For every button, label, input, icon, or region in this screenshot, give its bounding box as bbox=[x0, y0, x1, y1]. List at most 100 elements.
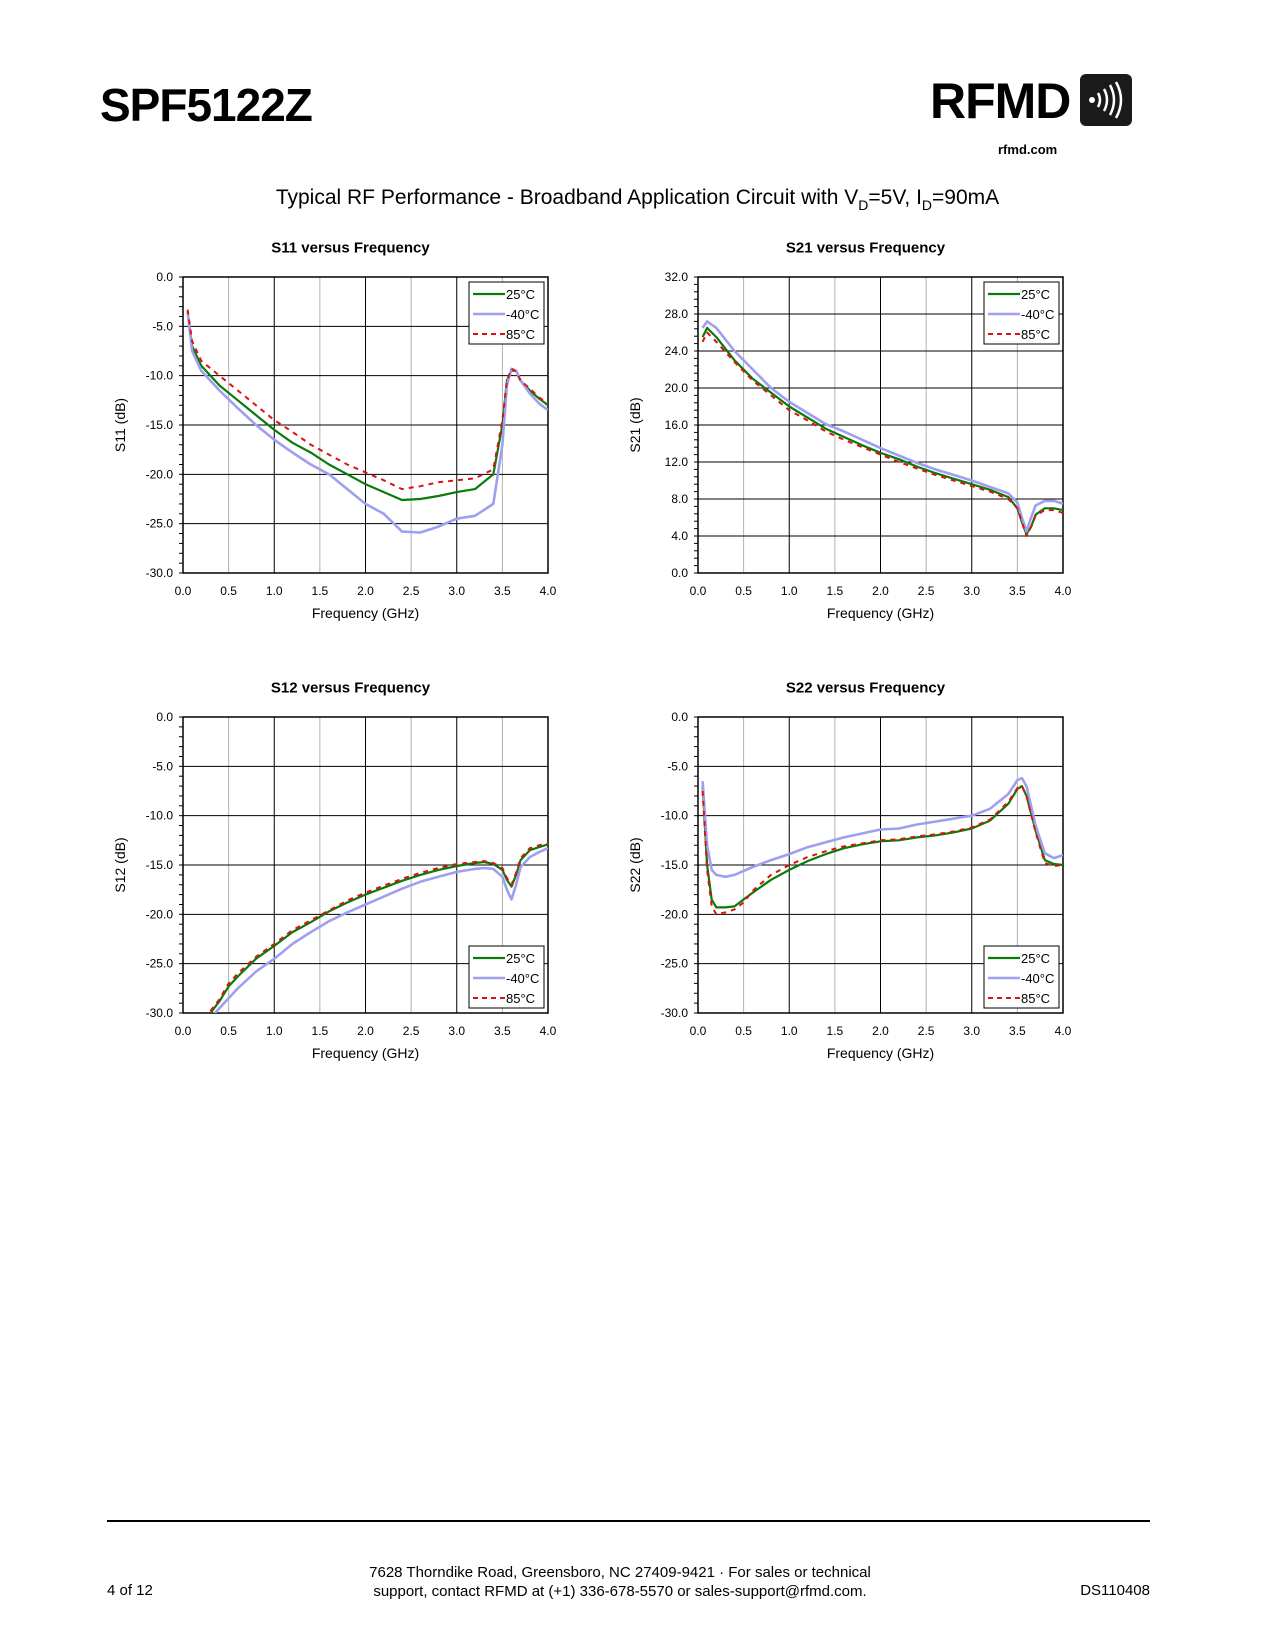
y-tick-label: -5.0 bbox=[152, 319, 173, 333]
legend-label: 25°C bbox=[1021, 951, 1050, 966]
series-line-85c bbox=[701, 331, 1063, 537]
chart-title: S11 versus Frequency bbox=[271, 239, 430, 256]
y-tick-label: 32.0 bbox=[665, 270, 689, 284]
series-line-minus40c bbox=[186, 311, 548, 534]
s22-chart: S22 versus Frequency 0.0 0.5 1.0 1.5 2.0 2.5 3.… bbox=[627, 679, 1072, 1061]
x-tick-label: 3.5 bbox=[494, 584, 511, 598]
x-axis-label: Frequency (GHz) bbox=[312, 605, 419, 621]
x-tick-label: 3.0 bbox=[448, 584, 465, 598]
x-axis-label: Frequency (GHz) bbox=[312, 1045, 419, 1061]
y-axis-label: S11 (dB) bbox=[112, 398, 128, 452]
x-tick-label: 1.5 bbox=[312, 584, 329, 598]
y-tick-label: 28.0 bbox=[665, 307, 689, 321]
x-tick-label: 0.0 bbox=[690, 584, 707, 598]
x-tick-label: 2.5 bbox=[403, 1024, 420, 1038]
x-tick-label: 2.0 bbox=[357, 1024, 374, 1038]
x-tick-label: 2.5 bbox=[918, 584, 935, 598]
y-tick-label: -15.0 bbox=[146, 418, 174, 432]
y-tick-label: -5.0 bbox=[667, 759, 688, 773]
x-tick-label: 2.5 bbox=[918, 1024, 935, 1038]
s21-chart: S21 versus Frequency 0.0 0.5 1.0 1.5 2.0 2.5 3.… bbox=[627, 239, 1072, 621]
x-tick-label: 4.0 bbox=[540, 584, 557, 598]
y-tick-label: -30.0 bbox=[146, 566, 174, 580]
x-tick-label: 0.0 bbox=[175, 1024, 192, 1038]
series-line-85c bbox=[701, 785, 1063, 916]
footer-divider bbox=[107, 1520, 1150, 1522]
x-tick-label: 2.0 bbox=[872, 584, 889, 598]
legend-label: -40°C bbox=[1021, 971, 1054, 986]
legend-box bbox=[468, 945, 545, 1009]
series-line-25c bbox=[701, 784, 1063, 909]
document-id: DS110408 bbox=[1080, 1582, 1150, 1599]
x-tick-label: 0.5 bbox=[220, 1024, 237, 1038]
y-tick-label: -30.0 bbox=[146, 1006, 174, 1020]
y-tick-label: -15.0 bbox=[661, 858, 689, 872]
x-tick-label: 3.5 bbox=[1009, 1024, 1026, 1038]
series-line-minus40c bbox=[701, 320, 1063, 533]
x-tick-label: 2.0 bbox=[872, 1024, 889, 1038]
x-tick-label: 0.0 bbox=[690, 1024, 707, 1038]
legend-label: 85°C bbox=[506, 327, 535, 342]
y-tick-label: 0.0 bbox=[671, 710, 688, 724]
x-tick-label: 3.0 bbox=[963, 1024, 980, 1038]
footer-address-line-2: support, contact RFMD at (+1) 336-678-55… bbox=[373, 1583, 867, 1600]
signal-wave-icon bbox=[1080, 74, 1132, 126]
logo-url: rfmd.com bbox=[998, 142, 1058, 157]
y-tick-label: -20.0 bbox=[661, 907, 689, 921]
x-tick-label: 3.0 bbox=[963, 584, 980, 598]
series-line-85c bbox=[186, 309, 548, 491]
x-tick-label: 0.5 bbox=[735, 584, 752, 598]
title-main: Typical RF Performance - Broadband Appli… bbox=[275, 186, 859, 209]
y-tick-label: 8.0 bbox=[671, 492, 688, 506]
x-tick-label: 1.5 bbox=[312, 1024, 329, 1038]
series-line-minus40c bbox=[213, 847, 548, 1013]
plot-frame bbox=[697, 276, 1064, 574]
y-tick-label: 0.0 bbox=[156, 710, 173, 724]
x-axis-label: Frequency (GHz) bbox=[827, 1045, 934, 1061]
legend-label: 85°C bbox=[1021, 327, 1050, 342]
y-tick-label: 16.0 bbox=[665, 418, 689, 432]
x-tick-label: 2.5 bbox=[403, 584, 420, 598]
page-title: Typical RF Performance - Broadband Appli… bbox=[0, 186, 1275, 213]
x-tick-label: 2.0 bbox=[357, 584, 374, 598]
y-tick-label: 0.0 bbox=[156, 270, 173, 284]
x-tick-label: 1.0 bbox=[781, 1024, 798, 1038]
x-axis-label: Frequency (GHz) bbox=[827, 605, 934, 621]
y-tick-label: -20.0 bbox=[146, 907, 174, 921]
x-tick-label: 1.0 bbox=[266, 584, 283, 598]
footer-address: 7628 Thorndike Road, Greensboro, NC 2740… bbox=[320, 1563, 920, 1601]
x-tick-label: 3.0 bbox=[448, 1024, 465, 1038]
series-line-25c bbox=[701, 326, 1063, 536]
y-tick-label: 20.0 bbox=[665, 381, 689, 395]
legend-label: 85°C bbox=[506, 991, 535, 1006]
y-axis-label: S21 (dB) bbox=[627, 397, 643, 452]
legend-label: -40°C bbox=[1021, 307, 1054, 322]
rfmd-logo: RFMD rfmd.com bbox=[930, 72, 1132, 162]
y-tick-label: -10.0 bbox=[661, 809, 689, 823]
x-tick-label: 0.0 bbox=[175, 584, 192, 598]
x-tick-label: 1.5 bbox=[827, 584, 844, 598]
legend-label: 25°C bbox=[506, 287, 535, 302]
x-tick-label: 4.0 bbox=[540, 1024, 557, 1038]
title-sub-1: D bbox=[858, 197, 869, 213]
x-tick-label: 4.0 bbox=[1055, 1024, 1072, 1038]
y-tick-label: -20.0 bbox=[146, 467, 174, 481]
y-tick-label: -5.0 bbox=[152, 759, 173, 773]
y-tick-label: -10.0 bbox=[146, 809, 174, 823]
x-tick-label: 3.5 bbox=[1009, 584, 1026, 598]
y-axis-label: S22 (dB) bbox=[627, 837, 643, 892]
logo-text: RFMD bbox=[930, 73, 1071, 129]
x-tick-label: 0.5 bbox=[735, 1024, 752, 1038]
footer-address-line-1: 7628 Thorndike Road, Greensboro, NC 2740… bbox=[369, 1564, 871, 1581]
legend-label: -40°C bbox=[506, 307, 539, 322]
s12-chart: S12 versus Frequency 0.0 0.5 1.0 1.5 2.0 2.5 3.… bbox=[112, 679, 557, 1061]
y-tick-label: -25.0 bbox=[146, 517, 174, 531]
series-line-25c bbox=[209, 843, 548, 1013]
x-tick-label: 1.5 bbox=[827, 1024, 844, 1038]
plot-frame bbox=[182, 716, 549, 1014]
chart-title: S12 versus Frequency bbox=[271, 679, 431, 696]
x-tick-label: 3.5 bbox=[494, 1024, 511, 1038]
x-tick-label: 0.5 bbox=[220, 584, 237, 598]
legend-label: -40°C bbox=[506, 971, 539, 986]
y-tick-label: -25.0 bbox=[661, 957, 689, 971]
